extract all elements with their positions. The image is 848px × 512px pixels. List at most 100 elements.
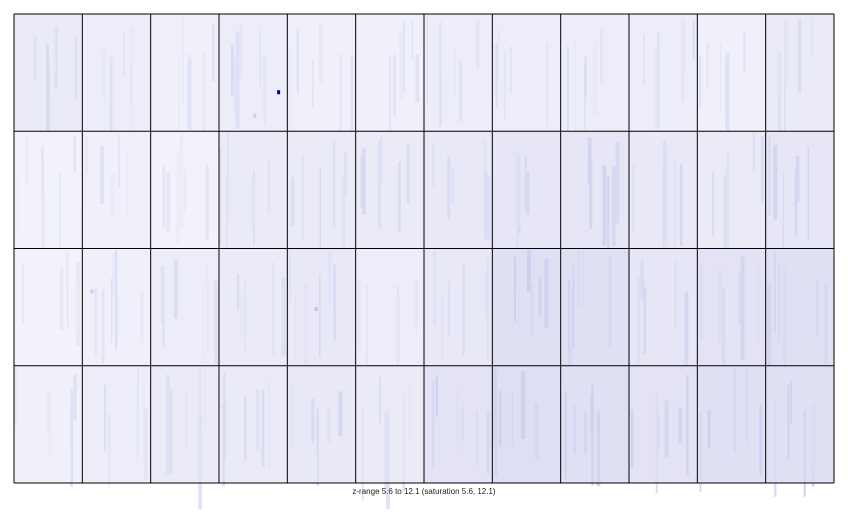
- intensity-streak: [485, 272, 489, 315]
- hot-spot: [90, 289, 94, 294]
- heatmap-panel-r3-c6: [355, 248, 424, 387]
- intensity-streak: [361, 148, 366, 216]
- intensity-streak: [165, 374, 170, 475]
- intensity-streak: [722, 287, 725, 385]
- intensity-streak: [577, 251, 580, 308]
- heatmap-panel-r1-c12: [765, 14, 834, 149]
- intensity-streak: [513, 256, 517, 323]
- intensity-streak: [643, 287, 647, 354]
- intensity-streak: [486, 410, 490, 473]
- intensity-streak: [637, 276, 640, 379]
- intensity-streak: [362, 409, 364, 500]
- panel-background: [492, 248, 561, 366]
- intensity-streak: [757, 262, 759, 344]
- heatmap-panel-r1-c5: [287, 14, 356, 154]
- intensity-streak: [681, 20, 685, 102]
- intensity-streak: [312, 60, 314, 108]
- intensity-streak: [65, 251, 69, 288]
- intensity-streak: [699, 412, 702, 493]
- intensity-streak: [386, 412, 390, 509]
- intensity-streak: [311, 398, 315, 443]
- intensity-streak: [790, 380, 793, 423]
- heatmap-panel-r1-c10: [629, 14, 698, 139]
- intensity-streak: [74, 37, 78, 100]
- intensity-streak: [139, 292, 144, 344]
- intensity-streak: [596, 410, 601, 487]
- intensity-streak: [600, 27, 604, 86]
- heatmap-panel-r1-c1: [14, 14, 83, 152]
- intensity-streak: [673, 157, 676, 257]
- intensity-streak: [67, 268, 69, 328]
- intensity-streak: [509, 46, 512, 94]
- intensity-streak: [497, 27, 501, 78]
- intensity-streak: [379, 135, 383, 185]
- intensity-streak: [104, 385, 106, 452]
- heatmap-panel-r4-c3: [150, 365, 219, 510]
- intensity-streak: [222, 404, 225, 487]
- intensity-streak: [699, 265, 704, 340]
- intensity-streak: [415, 54, 420, 102]
- intensity-streak: [54, 33, 56, 72]
- intensity-streak: [183, 169, 186, 212]
- intensity-streak: [684, 26, 686, 69]
- panel-background: [219, 248, 288, 366]
- intensity-streak: [33, 35, 37, 81]
- intensity-streak: [102, 50, 107, 101]
- intensity-streak: [251, 177, 256, 229]
- intensity-streak: [712, 171, 715, 237]
- heatmap-panel-r2-c9: [560, 131, 629, 263]
- intensity-streak: [738, 270, 741, 326]
- intensity-streak: [441, 293, 443, 362]
- intensity-streak: [591, 384, 594, 486]
- intensity-streak: [21, 265, 25, 323]
- intensity-streak: [448, 281, 451, 337]
- intensity-streak: [166, 172, 171, 232]
- intensity-streak: [435, 375, 438, 417]
- intensity-streak: [699, 56, 702, 108]
- intensity-streak: [288, 46, 291, 139]
- intensity-streak: [112, 253, 115, 296]
- panel-background: [629, 365, 698, 483]
- intensity-streak: [773, 401, 777, 497]
- intensity-streak: [338, 54, 343, 137]
- intensity-streak: [718, 269, 722, 342]
- heatmap-panel-r4-c4: [219, 365, 288, 487]
- intensity-streak: [54, 26, 59, 90]
- intensity-streak: [319, 274, 321, 357]
- intensity-streak: [743, 31, 746, 74]
- intensity-streak: [14, 366, 17, 426]
- intensity-streak: [810, 18, 814, 56]
- heatmap-panel-r1-c2: [82, 14, 151, 146]
- panel-background: [82, 131, 151, 249]
- intensity-streak: [783, 18, 788, 83]
- intensity-streak: [643, 34, 646, 86]
- intensity-streak: [544, 259, 549, 329]
- intensity-streak: [263, 55, 267, 126]
- intensity-streak: [332, 141, 336, 227]
- panel-background: [697, 131, 766, 249]
- heatmap-panel-r4-c2: [82, 365, 151, 487]
- intensity-streak: [126, 149, 129, 217]
- intensity-streak: [678, 407, 683, 443]
- intensity-streak: [198, 368, 202, 417]
- panel-background: [82, 365, 151, 483]
- intensity-streak: [377, 141, 382, 229]
- intensity-streak: [530, 284, 535, 336]
- panel-background: [150, 14, 219, 132]
- intensity-streak: [725, 58, 727, 146]
- intensity-streak: [366, 283, 368, 382]
- intensity-streak: [101, 289, 105, 364]
- heatmap-panel-r3-c7: [424, 248, 493, 366]
- intensity-streak: [411, 20, 413, 59]
- intensity-streak: [476, 410, 478, 467]
- intensity-streak: [84, 138, 86, 210]
- heatmap-panel-r1-c9: [560, 14, 629, 137]
- intensity-streak: [100, 146, 104, 204]
- intensity-streak: [398, 161, 401, 233]
- intensity-streak: [267, 159, 271, 215]
- heatmap-panel-r4-c5: [287, 365, 356, 486]
- intensity-streak: [184, 391, 188, 449]
- intensity-streak: [584, 56, 587, 98]
- intensity-streak: [388, 54, 391, 142]
- intensity-streak: [632, 163, 635, 234]
